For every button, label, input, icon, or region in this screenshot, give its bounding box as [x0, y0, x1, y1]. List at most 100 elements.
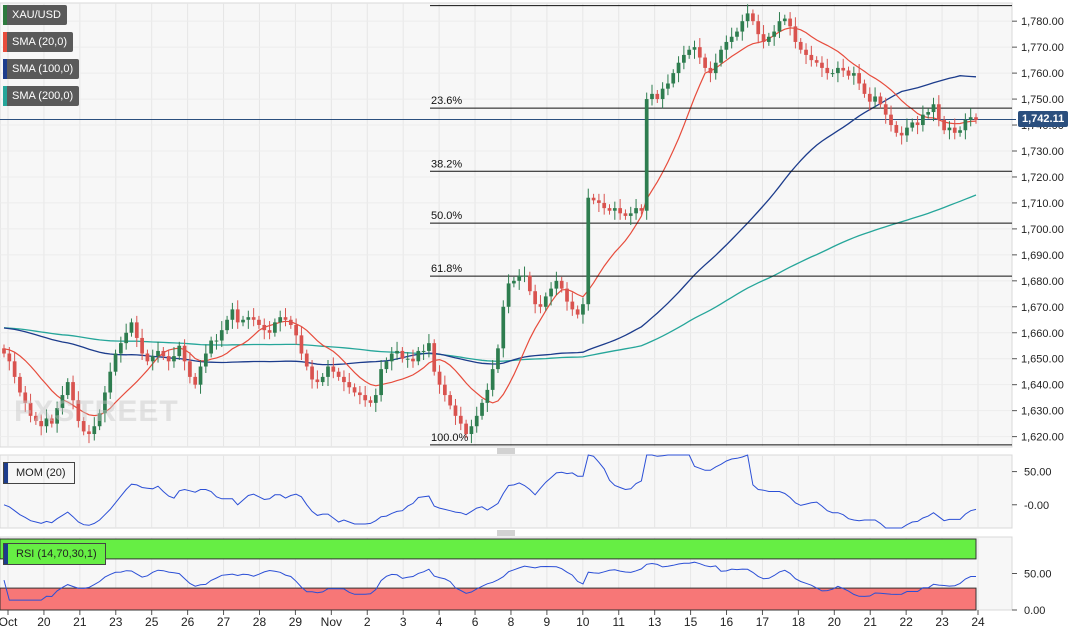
- candle-up: [373, 395, 378, 403]
- candle-down: [352, 387, 357, 393]
- candle-up: [921, 114, 925, 126]
- sma-100-line: [3, 75, 977, 366]
- indicator-label-sma200[interactable]: SMA (200,0): [3, 86, 80, 106]
- x-tick-label: 20: [37, 615, 51, 629]
- x-tick-label: 13: [648, 615, 662, 629]
- y-tick-label: 1,690.00: [1021, 250, 1064, 262]
- sma-20-line: [3, 27, 977, 417]
- candle-down: [751, 13, 755, 22]
- candle-up: [172, 356, 176, 362]
- y-tick-label: 1,620.00: [1021, 432, 1064, 444]
- candle-down: [87, 431, 91, 435]
- candle-down: [655, 93, 660, 100]
- candle-down: [432, 343, 437, 372]
- indicator-label-text: SMA (100,0): [12, 63, 74, 75]
- candle-up: [55, 408, 59, 424]
- rsi-label-text: RSI (14,70,30,1): [16, 548, 97, 560]
- candle-up: [671, 73, 676, 84]
- candle-up: [150, 356, 155, 362]
- x-tick-label: 29: [289, 615, 303, 629]
- candle-up: [947, 127, 952, 131]
- candle-up: [108, 371, 113, 393]
- candle-up: [490, 369, 495, 390]
- candle-up: [729, 36, 734, 42]
- candle-down: [761, 34, 766, 42]
- y-tick-label: 1,710.00: [1021, 198, 1064, 210]
- fxstreet-watermark: FXSTREET: [14, 395, 179, 428]
- candle-down: [442, 384, 447, 396]
- candle-down: [458, 415, 463, 424]
- candle-down: [140, 337, 144, 354]
- indicator-color-bar: [4, 544, 8, 564]
- candle-up: [124, 332, 129, 344]
- candle-down: [899, 132, 904, 136]
- candle-up: [379, 369, 383, 396]
- candle-down: [188, 361, 192, 377]
- candle-up: [384, 361, 389, 370]
- candle-down: [411, 358, 415, 362]
- rsi-oversold-zone: [0, 587, 977, 611]
- candle-down: [310, 366, 314, 380]
- candle-down: [400, 350, 405, 359]
- candle-down: [368, 400, 373, 403]
- candle-up: [549, 288, 553, 297]
- candle-down: [936, 104, 941, 120]
- rsi-pane-label[interactable]: RSI (14,70,30,1): [3, 543, 106, 565]
- indicator-color-bar: [3, 32, 7, 52]
- y-tick-label: 1,670.00: [1021, 302, 1064, 314]
- candle-down: [952, 127, 957, 133]
- candle-up: [501, 306, 506, 349]
- y-tick-label: 1,770.00: [1021, 42, 1064, 54]
- candle-down: [453, 405, 458, 416]
- candle-up: [44, 418, 49, 427]
- candle-down: [570, 301, 575, 310]
- mom-pane-label[interactable]: MOM (20): [3, 462, 75, 484]
- candle-up: [103, 392, 107, 414]
- candle-down: [304, 353, 309, 367]
- candle-up: [506, 283, 511, 307]
- candle-down: [71, 382, 75, 401]
- candle-up: [246, 317, 251, 320]
- candle-up: [177, 345, 182, 357]
- candle-down: [283, 317, 288, 320]
- candle-up: [395, 350, 399, 354]
- y-tick-label: 1,700.00: [1021, 224, 1064, 236]
- candle-up: [644, 99, 649, 211]
- x-tick-label: 2: [364, 615, 371, 629]
- indicator-label-text: SMA (200,0): [12, 90, 74, 102]
- candle-down: [2, 348, 6, 354]
- candle-down: [81, 421, 86, 432]
- indicator-color-bar: [4, 463, 8, 483]
- x-tick-label: 28: [253, 615, 267, 629]
- candle-up: [777, 21, 782, 32]
- candle-down: [235, 309, 240, 323]
- candle-up: [586, 197, 591, 305]
- candle-down: [39, 421, 44, 427]
- candle-down: [575, 309, 580, 315]
- candle-down: [618, 208, 622, 214]
- indicator-label-sma20[interactable]: SMA (20,0): [3, 32, 74, 52]
- candle-down: [809, 54, 814, 61]
- candle-up: [543, 296, 548, 307]
- candle-up: [660, 88, 665, 100]
- candle-down: [7, 353, 12, 362]
- candle-down: [161, 350, 166, 357]
- candle-down: [602, 202, 607, 209]
- indicator-label-sma100[interactable]: SMA (100,0): [3, 59, 80, 79]
- candle-up: [676, 62, 681, 74]
- indicator-label-xauusd[interactable]: XAU/USD: [3, 5, 67, 25]
- candle-up: [416, 350, 421, 362]
- candle-down: [527, 275, 532, 292]
- candle-down: [437, 371, 442, 385]
- candle-down: [788, 18, 792, 27]
- candle-up: [958, 130, 962, 133]
- indicator-label-text: XAU/USD: [12, 9, 61, 21]
- mom-pane-bg: [0, 454, 1013, 529]
- x-tick-label: 23: [109, 615, 123, 629]
- candle-up: [517, 275, 522, 281]
- candle-up: [740, 21, 745, 32]
- candle-down: [559, 280, 564, 289]
- y-tick-label: 1,780.00: [1021, 16, 1064, 28]
- x-tick-label: 22: [899, 615, 913, 629]
